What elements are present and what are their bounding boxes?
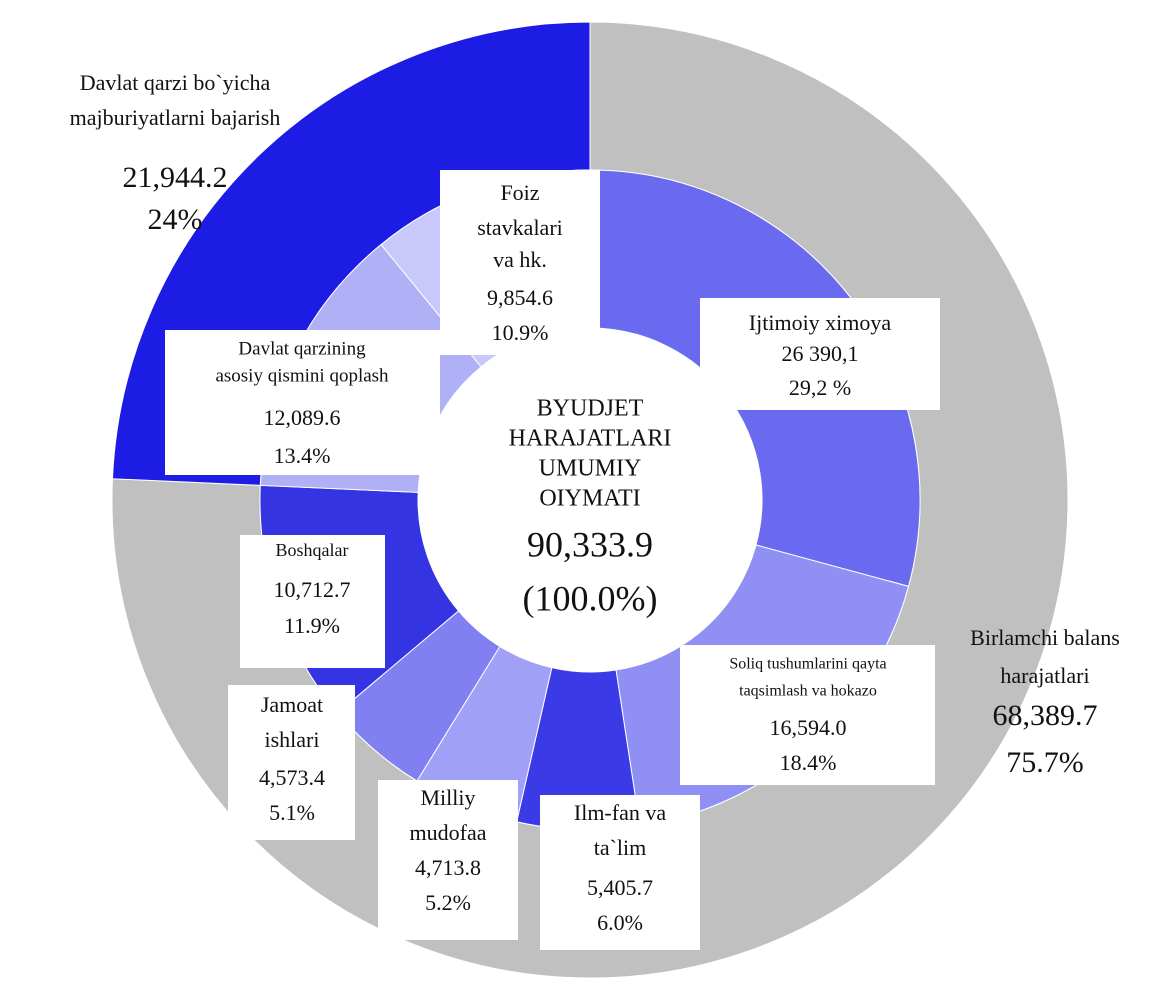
category-label: Birlamchi balans <box>970 625 1120 650</box>
percent-label: 29,2 % <box>789 375 851 400</box>
label-box <box>540 795 700 950</box>
label-box <box>228 685 355 840</box>
label-box <box>165 330 440 475</box>
category-label: ishlari <box>265 727 320 752</box>
value-label: 10,712.7 <box>274 577 351 602</box>
category-label: asosiy qismini qoplash <box>215 365 389 386</box>
label-box <box>680 645 935 785</box>
category-label: mudofaa <box>410 820 487 845</box>
category-label: Ilm-fan va <box>574 800 666 825</box>
center-label: OIYMATI <box>539 486 640 512</box>
center-label: BYUDJET <box>537 396 644 422</box>
value-label: 12,089.6 <box>264 405 341 430</box>
category-label: Jamoat <box>261 692 323 717</box>
label-box <box>378 780 518 940</box>
value-label: 4,713.8 <box>415 855 481 880</box>
category-label: Davlat qarzining <box>238 338 366 359</box>
percent-label: 75.7% <box>1006 746 1084 779</box>
label-box <box>700 298 940 410</box>
category-label: ta`lim <box>594 835 647 860</box>
value-label: 21,944.2 <box>123 161 228 194</box>
category-label: va hk. <box>493 247 547 272</box>
center-hole <box>418 328 762 672</box>
category-label: Milliy <box>420 785 475 810</box>
category-label: Soliq tushumlarini qayta <box>729 656 886 673</box>
percent-label: 5.2% <box>425 890 471 915</box>
center-label: HARAJATLARI <box>509 426 672 452</box>
percent-label: 11.9% <box>284 613 340 638</box>
value-label: 4,573.4 <box>259 765 325 790</box>
category-label: stavkalari <box>477 215 563 240</box>
category-label: harajatlari <box>1000 663 1089 688</box>
category-label: Foiz <box>500 180 539 205</box>
total-percent-label: (100.0%) <box>523 578 658 618</box>
percent-label: 13.4% <box>274 443 331 468</box>
category-label: Davlat qarzi bo`yicha <box>80 70 271 95</box>
value-label: 16,594.0 <box>770 715 847 740</box>
percent-label: 18.4% <box>780 750 837 775</box>
category-label: taqsimlash va hokazo <box>739 683 877 700</box>
percent-label: 24% <box>148 203 203 236</box>
label-box <box>440 170 600 355</box>
percent-label: 6.0% <box>597 910 643 935</box>
value-label: 9,854.6 <box>487 285 553 310</box>
category-label: majburiyatlarni bajarish <box>70 105 281 130</box>
value-label: 5,405.7 <box>587 875 653 900</box>
total-label: 90,333.9 <box>527 524 653 564</box>
center-label: UMUMIY <box>539 456 642 482</box>
percent-label: 10.9% <box>492 320 549 345</box>
value-label: 68,389.7 <box>993 699 1098 732</box>
percent-label: 5.1% <box>269 800 315 825</box>
category-label: Boshqalar <box>276 540 349 560</box>
category-label: Ijtimoiy ximoya <box>749 310 892 335</box>
value-label: 26 390,1 <box>782 341 859 366</box>
label-box <box>240 535 385 668</box>
